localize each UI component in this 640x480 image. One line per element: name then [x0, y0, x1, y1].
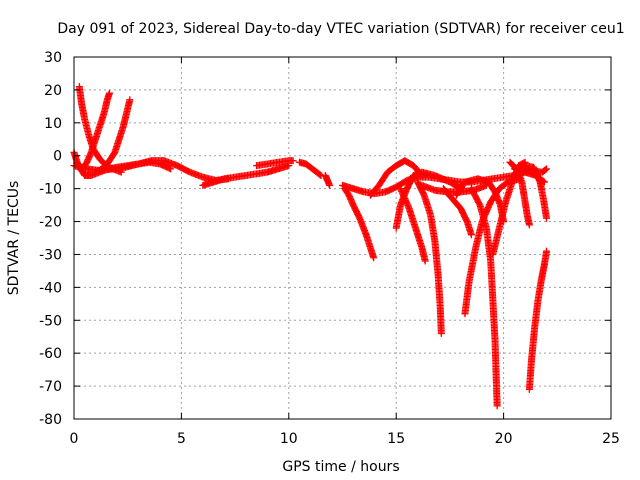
data-point — [421, 257, 429, 265]
y-tick-label: -80 — [39, 412, 62, 428]
data-layer — [70, 83, 551, 410]
series-arc-26 — [525, 247, 551, 393]
y-tick-label: 20 — [44, 83, 62, 99]
data-point — [326, 181, 334, 189]
y-tick-label: 30 — [44, 50, 62, 66]
y-tick-label: -10 — [39, 182, 62, 198]
x-tick-label: 0 — [70, 431, 79, 447]
series-arc-15 — [414, 178, 445, 337]
y-tick-label: -60 — [39, 346, 62, 362]
data-point — [167, 165, 175, 173]
series-arc-17 — [439, 185, 475, 239]
series-arc-3 — [75, 83, 125, 176]
series-arc-22 — [506, 158, 533, 229]
series-arc-20 — [467, 185, 501, 410]
series-arc-9 — [321, 171, 334, 189]
y-tick-label: -50 — [39, 313, 62, 329]
x-tick-label: 15 — [387, 431, 405, 447]
x-tick-label: 25 — [602, 431, 620, 447]
data-point — [543, 247, 551, 255]
x-tick-label: 5 — [177, 431, 186, 447]
data-point — [117, 168, 125, 176]
x-tick-label: 20 — [495, 431, 513, 447]
data-point — [525, 221, 533, 229]
series-arc-5 — [91, 96, 134, 176]
x-tick-label: 10 — [280, 431, 298, 447]
data-point — [316, 171, 324, 179]
y-tick-label: 10 — [44, 116, 62, 132]
y-tick-label: -40 — [39, 280, 62, 296]
plot-frame — [73, 56, 612, 420]
data-point — [493, 402, 501, 410]
data-point — [543, 214, 551, 222]
data-point — [105, 89, 113, 97]
y-tick-label: -30 — [39, 247, 62, 263]
series-arc-25 — [521, 162, 551, 222]
grid-layer — [74, 57, 611, 419]
y-tick-label: -70 — [39, 379, 62, 395]
series-arc-8 — [296, 158, 325, 179]
series-arc-6 — [199, 162, 293, 189]
y-tick-label: -20 — [39, 215, 62, 231]
data-point — [370, 254, 378, 262]
series-arc-7 — [253, 157, 297, 170]
series-arc-4 — [79, 89, 113, 173]
data-point — [289, 157, 297, 165]
data-point — [126, 96, 134, 104]
data-point — [467, 231, 475, 239]
tick-layer: 0 5 10 15 20 25 -80 -70 -60 -50 -40 -30 -20 -10 0 10 20 3… — [39, 50, 620, 447]
y-axis-label: SDTVAR / TECUs — [6, 181, 22, 296]
data-point — [541, 166, 549, 174]
x-axis-label: GPS time / hours — [282, 459, 399, 475]
series-arc-14 — [392, 168, 465, 232]
data-point — [437, 329, 445, 337]
y-tick-label: 0 — [53, 149, 62, 165]
data-point — [543, 165, 551, 173]
chart-title: Day 091 of 2023, Sidereal Day-to-day VTE… — [57, 21, 624, 37]
series-arc-11 — [341, 185, 378, 262]
